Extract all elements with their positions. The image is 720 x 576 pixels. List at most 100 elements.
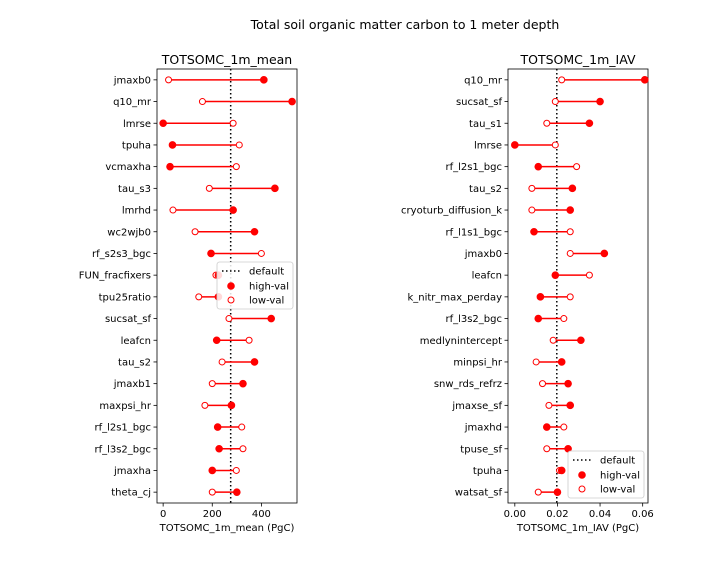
low-val-point — [539, 380, 547, 388]
high-val-point — [250, 227, 259, 236]
figure-suptitle: Total soil organic matter carbon to 1 me… — [250, 17, 560, 32]
low-val-point — [239, 445, 247, 453]
low-val-point — [257, 249, 265, 257]
high-val-point — [530, 227, 538, 236]
low-val-point — [560, 315, 568, 323]
low-val-point — [208, 380, 216, 388]
legend-high-swatch — [578, 471, 586, 479]
x-tick-label: 0.06 — [632, 509, 654, 520]
low-val-point — [551, 141, 559, 149]
y-tick-label: cryoturb_diffusion_k — [401, 206, 502, 217]
low-val-point — [165, 76, 173, 84]
high-val-point — [250, 358, 259, 366]
legend: default high-val low-val — [216, 261, 294, 310]
y-tick-label: q10_mr — [464, 75, 503, 86]
high-val-point — [566, 206, 575, 214]
high-val-point — [166, 162, 174, 171]
high-val-point — [159, 119, 167, 128]
legend: default high-val low-val — [567, 450, 645, 499]
chart-2: TOTSOMC_1m_IAV q10_mr sucsat_sf tau_s1lmrse… — [401, 52, 654, 534]
y-tick-label: jmaxb0 — [464, 249, 502, 260]
y-tick-label: rf_l2s1_bgc — [445, 162, 502, 173]
y-tick-label: watsat_sf — [455, 488, 503, 499]
y-tick-label: maxpsi_hr — [99, 401, 151, 412]
x-tick-label: 0 — [160, 509, 166, 520]
legend-high-label: high-val — [249, 282, 289, 293]
y-tick-label: tau_s2 — [118, 357, 151, 368]
high-val-point — [600, 249, 609, 258]
high-val-point — [511, 141, 519, 149]
high-val-point — [566, 401, 575, 410]
low-val-point — [543, 119, 551, 127]
high-val-point — [227, 401, 236, 410]
high-val-point — [215, 444, 223, 453]
low-val-point — [195, 293, 203, 301]
low-val-point — [232, 163, 240, 171]
low-val-point — [205, 184, 213, 192]
high-val-point — [288, 97, 296, 106]
low-val-point — [208, 488, 216, 496]
high-val-point — [641, 76, 649, 84]
chart-title: TOTSOMC_1m_mean — [161, 52, 292, 67]
low-val-point — [534, 488, 542, 496]
low-val-point — [573, 163, 581, 171]
high-val-point — [585, 119, 594, 128]
y-tick-label: rf_s2s3_bgc — [92, 249, 151, 260]
y-tick-label: tpu25ratio — [99, 292, 151, 303]
legend-box — [216, 261, 294, 310]
x-tick-label: 0.02 — [546, 509, 568, 520]
low-val-point — [549, 336, 557, 344]
low-val-point — [528, 184, 536, 192]
low-val-point — [232, 466, 240, 474]
y-tick-label: theta_cj — [111, 488, 151, 499]
high-val-point — [551, 271, 560, 279]
high-val-point — [596, 97, 604, 106]
high-val-point — [212, 336, 221, 345]
legend-low-label: low-val — [249, 296, 284, 307]
low-val-point — [585, 271, 593, 279]
high-val-point — [168, 141, 177, 149]
y-tick-label: lmrhd — [122, 206, 151, 217]
x-tick-label: 400 — [252, 509, 271, 520]
y-tick-label: jmaxhd — [464, 423, 502, 434]
y-tick-label: tpuse_sf — [460, 444, 502, 455]
high-val-point — [564, 379, 572, 388]
plot-frame — [507, 68, 649, 504]
y-tick-label: sucsat_sf — [105, 314, 152, 325]
high-val-point — [239, 379, 247, 388]
plot-frame — [156, 68, 298, 504]
high-val-point — [534, 162, 543, 171]
low-val-point — [528, 206, 536, 214]
high-val-point — [229, 206, 237, 214]
y-tick-label: tau_s3 — [118, 184, 151, 195]
low-val-point — [218, 358, 226, 366]
low-val-point — [566, 228, 574, 236]
low-val-point — [225, 315, 233, 323]
y-tick-label: leafcn — [472, 271, 502, 282]
y-tick-label: medlynintercept — [420, 336, 502, 347]
y-tick-label: rf_l1s1_bgc — [445, 227, 502, 238]
x-tick-label: 200 — [203, 509, 222, 520]
high-val-point — [260, 76, 268, 84]
low-val-point — [191, 228, 199, 236]
high-val-point — [233, 488, 241, 496]
y-tick-label: jmaxse_sf — [451, 401, 502, 412]
high-val-point — [208, 466, 217, 475]
high-val-point — [577, 336, 585, 345]
high-val-point — [553, 488, 562, 496]
high-val-point — [557, 358, 566, 366]
y-tick-label: rf_l3s2_bgc — [94, 444, 151, 455]
high-val-point — [568, 184, 577, 193]
high-val-point — [534, 314, 543, 323]
legend-low-label: low-val — [600, 485, 635, 496]
high-val-point — [207, 249, 215, 258]
high-val-point — [213, 423, 222, 431]
y-tick-label: leafcn — [121, 336, 151, 347]
y-tick-label: jmaxb1 — [113, 379, 151, 390]
low-val-point — [566, 293, 574, 301]
y-tick-label: lmrse — [123, 119, 151, 130]
y-tick-label: snw_rds_refrz — [434, 379, 502, 390]
legend-default-label: default — [600, 456, 635, 467]
